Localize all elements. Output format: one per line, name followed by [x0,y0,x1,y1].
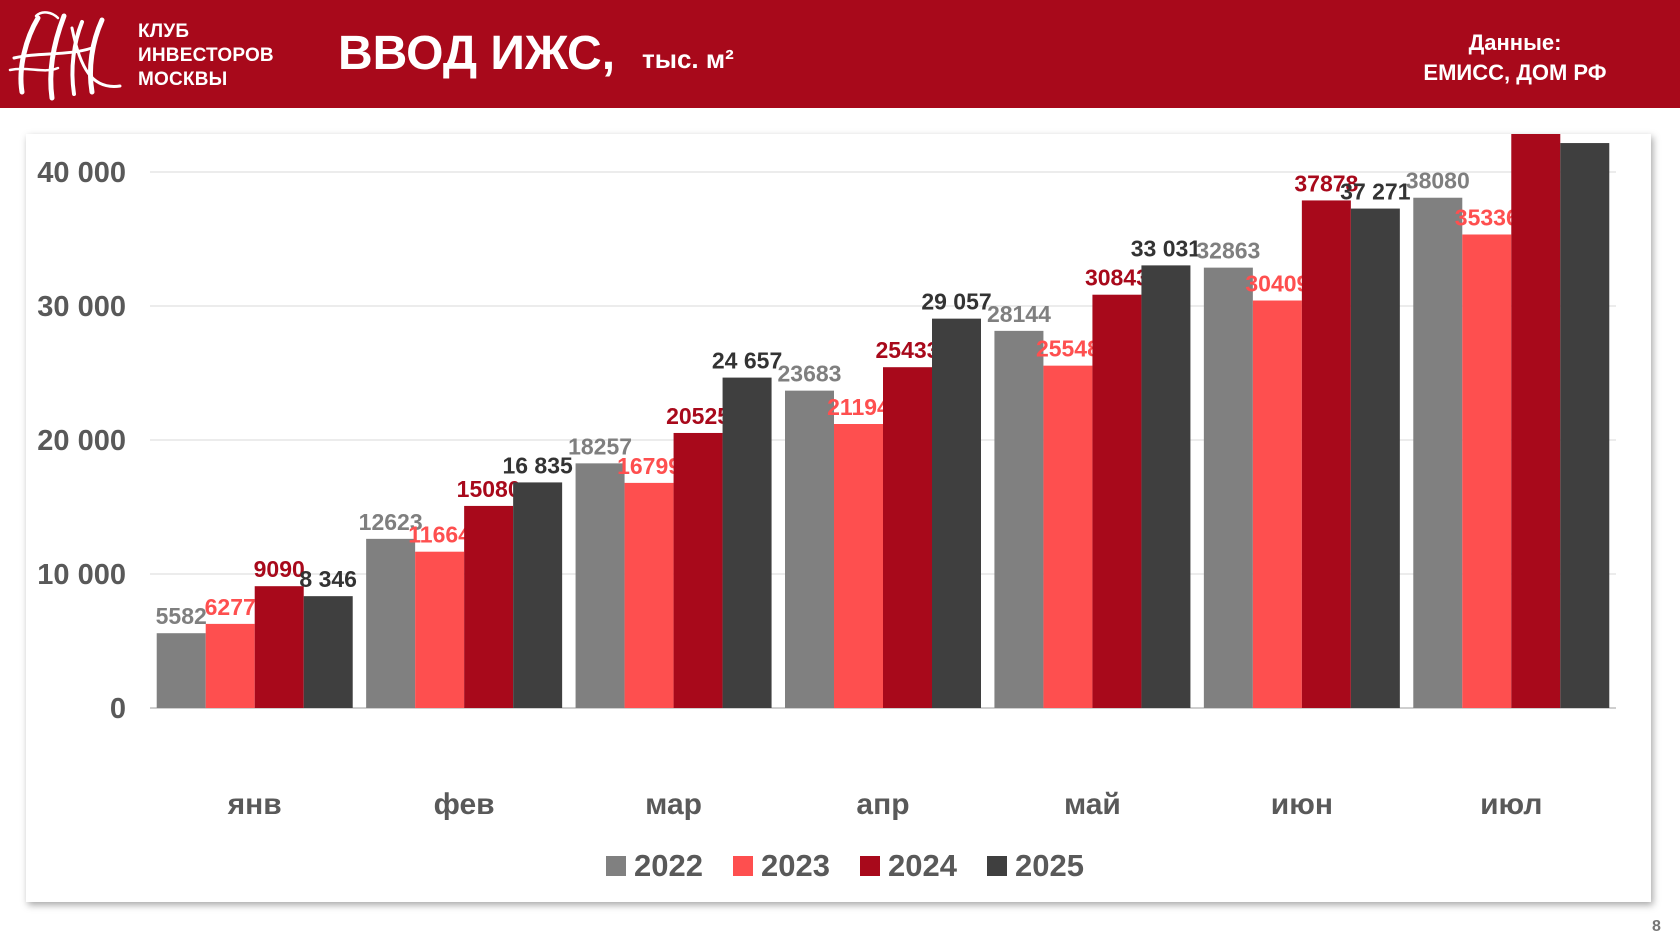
chart-panel: 0 10 000 20 000 30 000 40 000 янв 5582 6277 9090… [26,134,1651,902]
bar-2025 [1350,208,1400,708]
data-label-2023: 30409 [1245,271,1309,297]
bar-2022 [1413,197,1463,708]
page-title-unit: тыс. м² [642,44,734,74]
bar-2024 [1301,200,1351,708]
data-label-2024: 9090 [254,556,305,582]
data-label-2022: 32863 [1196,238,1260,264]
data-label-2024: 15080 [457,476,521,502]
bar-2023 [834,424,883,708]
page-title: ВВОД ИЖС, [338,27,616,80]
y-tick-label: 20 000 [37,425,126,457]
bar-2025 [722,377,772,708]
bar-2024 [1092,294,1142,708]
x-tick-label: янв [227,788,282,821]
data-label-2023: 16799 [617,453,681,479]
data-label-2024: 25433 [876,337,940,363]
data-label-2025: 8 346 [299,566,357,592]
data-label-2022: 5582 [156,603,207,629]
bar-2023 [1462,234,1512,708]
legend-label: 2023 [761,848,830,883]
bar-2024 [254,586,304,708]
bar-2022 [785,390,834,708]
bar-2022 [366,538,416,708]
x-tick-label: апр [856,788,909,821]
data-label-2023: 6277 [205,594,256,620]
bar-2024 [673,432,723,708]
legend-label: 2025 [1015,848,1084,883]
legend-label: 2024 [888,848,958,883]
bar-2022 [1203,267,1253,708]
x-tick-label: июн [1271,788,1333,821]
data-source-value: ЕМИСС, ДОМ РФ [1423,60,1607,85]
legend-label: 2022 [634,848,703,883]
logo-text: КЛУБ ИНВЕСТОРОВ МОСКВЫ [138,20,274,92]
logo-line-2: ИНВЕСТОРОВ [138,45,274,66]
data-source-label: Данные: [1468,30,1562,55]
data-label-2023: 21194 [827,394,890,420]
bar-2023 [1043,365,1093,708]
data-label-2025: 29 057 [921,289,991,315]
club-logo-icon [8,11,122,101]
bar-2023 [624,482,674,708]
bar-2025 [1560,143,1610,708]
data-label-2024: 20525 [666,403,730,429]
data-label-2024: 37878 [1294,170,1358,196]
bar-2025 [303,596,353,708]
y-tick-label: 30 000 [37,291,126,323]
data-label-2025: 33 031 [1131,235,1202,261]
bar-2025 [932,318,981,708]
data-label-2025: 37 271 [1340,179,1411,205]
x-tick-label: фев [434,788,495,821]
bar-2023 [1252,300,1302,708]
data-label-2023: 25548 [1036,336,1100,362]
data-label-2022: 12623 [359,509,423,535]
legend-swatch [987,856,1007,876]
y-tick-label: 0 [110,693,126,725]
data-label-2025: 24 657 [712,348,782,374]
data-label-2023: 11664 [408,522,471,548]
data-label-2023: 35336 [1455,204,1519,230]
bar-2024 [464,505,514,708]
logo-line-3: МОСКВЫ [138,69,228,90]
data-label-2025: 16 835 [502,452,573,478]
legend-swatch [606,856,626,876]
bar-2023 [205,623,255,708]
data-label-2024: 30843 [1085,265,1149,291]
y-tick-label: 10 000 [37,559,126,591]
header-bar: КЛУБ ИНВЕСТОРОВ МОСКВЫ ВВОД ИЖС, тыс. м²… [0,0,1680,108]
bar-2024 [1511,134,1561,708]
page-number: 8 [1652,918,1661,935]
data-label-2022: 38080 [1406,168,1470,194]
bar-2022 [994,330,1044,708]
x-tick-label: мар [645,788,702,821]
bar-2025 [513,482,563,708]
logo-line-1: КЛУБ [138,21,190,42]
data-label-2022: 28144 [987,301,1051,327]
x-tick-label: май [1064,788,1121,821]
data-label-2022: 23683 [778,361,842,387]
x-tick-label: июл [1480,788,1542,821]
legend-swatch [733,856,753,876]
data-source: Данные: ЕМИСС, ДОМ РФ [1380,28,1650,88]
data-label-2025: 42 160 [1550,134,1620,139]
legend-swatch [860,856,880,876]
y-tick-label: 40 000 [37,157,126,189]
bar-2025 [1141,265,1191,708]
bar-2022 [156,633,206,708]
bar-2022 [575,463,625,708]
data-label-2022: 18257 [568,433,632,459]
bar-2023 [415,551,465,708]
bar-2024 [883,367,932,708]
